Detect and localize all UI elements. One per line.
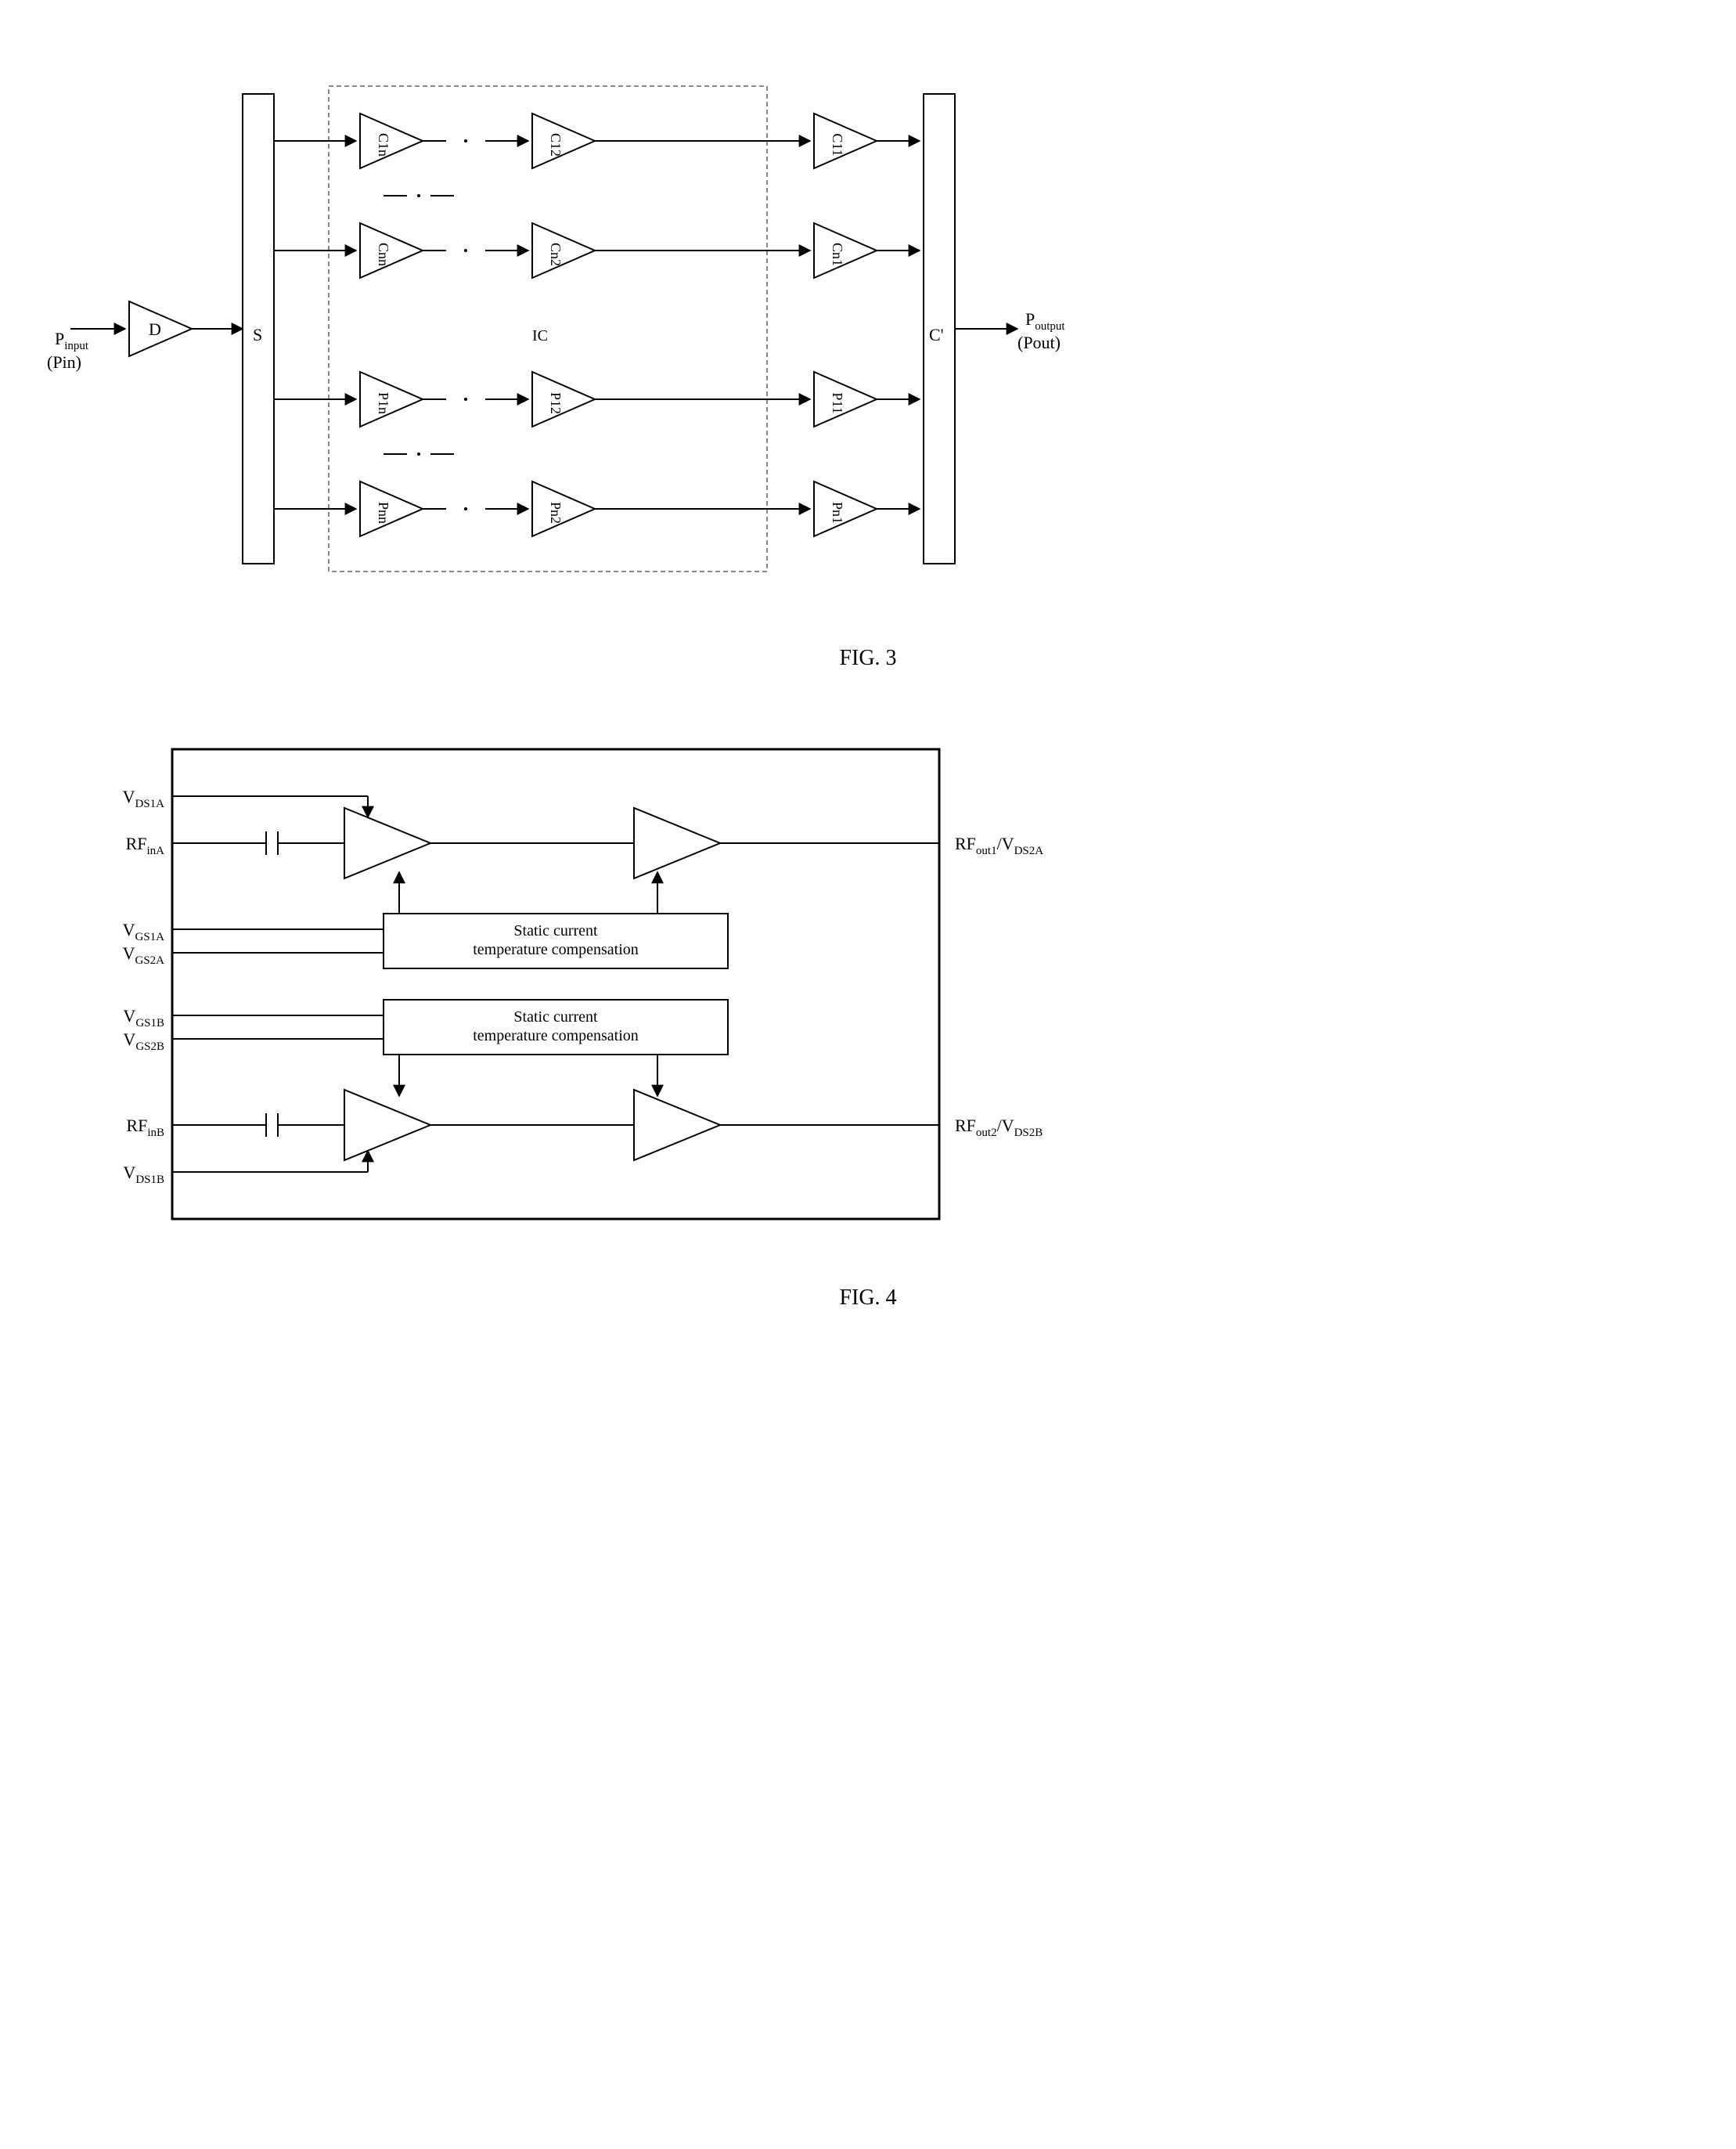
label-s: S	[253, 325, 262, 344]
amp-label-p12: P12	[548, 392, 564, 414]
comp-a-line2: temperature compensation	[473, 941, 639, 958]
left-labels: VDS1A RFinA VGS1AVGS2A VGS1BVGS2B RFinB VDS1B	[123, 787, 165, 1186]
ic-box	[329, 86, 767, 572]
pout-paren: (Pout)	[1017, 333, 1061, 352]
amp-label-cnn: Cnn	[376, 243, 391, 266]
fig3-caption: FIG. 3	[31, 646, 1705, 671]
row-ellipsis-1	[384, 194, 454, 197]
comp-b-line2: temperature compensation	[473, 1027, 639, 1044]
amp-label-cn2: Cn2	[548, 243, 564, 266]
amp-label-c11: C11	[830, 133, 845, 156]
amp-d: D	[129, 301, 192, 356]
row-ellipsis-2	[384, 453, 454, 456]
amp-label-p1n: P1n	[376, 392, 391, 414]
figure-3: Pinput (Pin) D S IC C' Poutput (Pout) C1…	[31, 31, 1705, 671]
amp-label-c1n: C1n	[376, 133, 391, 157]
svg-text:D: D	[149, 319, 161, 339]
comp-b-line1: Static current	[513, 1008, 598, 1026]
fig4-caption: FIG. 4	[31, 1285, 1705, 1311]
cap-b	[266, 1113, 278, 1137]
fig3-svg: Pinput (Pin) D S IC C' Poutput (Pout) C1…	[31, 31, 1127, 626]
amp-b1	[344, 1090, 430, 1160]
comp-a-line1: Static current	[513, 922, 598, 939]
amp-label-c12: C12	[548, 133, 564, 157]
left-label-3: VGS2A	[123, 943, 165, 967]
pout-label: Poutput	[1025, 309, 1065, 333]
amp-label-p11: P11	[830, 392, 845, 413]
amp-label-pn2: Pn2	[548, 502, 564, 524]
left-label-5: VGS2B	[123, 1029, 164, 1053]
amp-a1	[344, 808, 430, 878]
label-cprime: C'	[929, 325, 944, 344]
amp-a2	[634, 808, 720, 878]
amp-label-pnn: Pnn	[376, 502, 391, 524]
rfoutb-label: RFout2/VDS2B	[955, 1116, 1043, 1139]
rfouta-label: RFout1/VDS2A	[955, 834, 1043, 857]
cap-a	[266, 831, 278, 855]
amp-b2	[634, 1090, 720, 1160]
left-label-6: RFinB	[126, 1116, 164, 1139]
outer-box	[172, 749, 939, 1219]
fig4-svg: VDS1A RFinA VGS1AVGS2A VGS1BVGS2B RFinB VDS1B…	[31, 718, 1127, 1266]
left-label-1: RFinA	[126, 834, 165, 857]
left-label-0: VDS1A	[123, 787, 165, 810]
amp-label-pn1: Pn1	[830, 502, 845, 524]
left-label-4: VGS1B	[123, 1006, 164, 1029]
left-label-2: VGS1A	[123, 920, 165, 943]
figure-4: VDS1A RFinA VGS1AVGS2A VGS1BVGS2B RFinB VDS1B…	[31, 718, 1705, 1311]
amp-label-cn1: Cn1	[830, 243, 845, 266]
left-label-7: VDS1B	[123, 1163, 164, 1186]
pin-label: Pinput	[55, 329, 89, 352]
pin-paren: (Pin)	[47, 352, 81, 372]
amp-rows: C1n C12 C11 Cnn Cn2 Cn1 P1n P12 P11 Pnn Pn2 Pn1	[274, 114, 920, 536]
label-ic: IC	[532, 327, 548, 344]
